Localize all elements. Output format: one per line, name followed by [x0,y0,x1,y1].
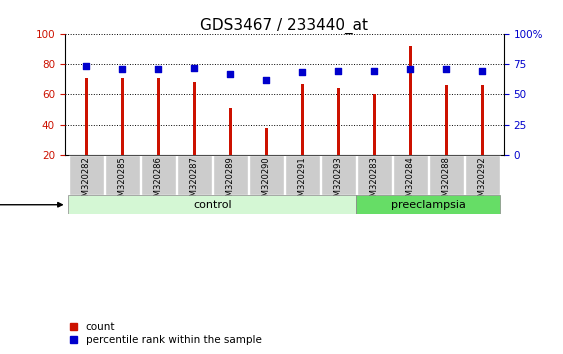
Text: GSM320282: GSM320282 [82,156,91,207]
Bar [105,155,140,195]
Bar [321,155,356,195]
Text: GSM320289: GSM320289 [226,156,235,207]
Point [370,68,379,74]
Bar [177,155,212,195]
Point [442,66,451,72]
Point [262,77,271,82]
Bar [301,84,304,155]
Bar [213,155,248,195]
Text: GSM320287: GSM320287 [190,156,199,207]
Bar [409,46,412,155]
Text: GSM320293: GSM320293 [334,156,343,207]
Point [298,70,307,75]
Text: disease state: disease state [0,200,62,210]
Bar [249,155,284,195]
Text: preeclampsia: preeclampsia [391,200,466,210]
Bar [193,82,196,155]
Bar [68,195,356,214]
Bar [285,155,320,195]
Text: GSM320284: GSM320284 [406,156,415,207]
Point [478,68,487,74]
Point [82,63,91,69]
Bar [393,155,427,195]
Bar [229,108,232,155]
Text: GSM320288: GSM320288 [442,156,451,207]
Bar [373,94,376,155]
Bar [121,78,124,155]
Bar [445,85,448,155]
Text: GSM320290: GSM320290 [262,156,271,207]
Point [190,65,199,70]
Bar [141,155,176,195]
Bar [357,155,392,195]
Bar [265,127,268,155]
Bar [356,195,501,214]
Bar [337,88,339,155]
Text: GSM320286: GSM320286 [154,156,163,207]
Text: control: control [193,200,231,210]
Legend: count, percentile rank within the sample: count, percentile rank within the sample [70,322,261,345]
Text: GSM320283: GSM320283 [370,156,379,207]
Title: GDS3467 / 233440_at: GDS3467 / 233440_at [200,17,368,34]
Bar [465,155,499,195]
Text: GSM320291: GSM320291 [298,156,307,207]
Point [226,71,235,76]
Bar [85,78,88,155]
Point [154,66,163,72]
Bar [69,155,104,195]
Bar [481,85,484,155]
Point [334,68,343,74]
Text: GSM320292: GSM320292 [478,156,487,207]
Bar [157,78,160,155]
Point [118,66,127,72]
Text: GSM320285: GSM320285 [118,156,127,207]
Point [406,66,415,72]
Bar [429,155,463,195]
